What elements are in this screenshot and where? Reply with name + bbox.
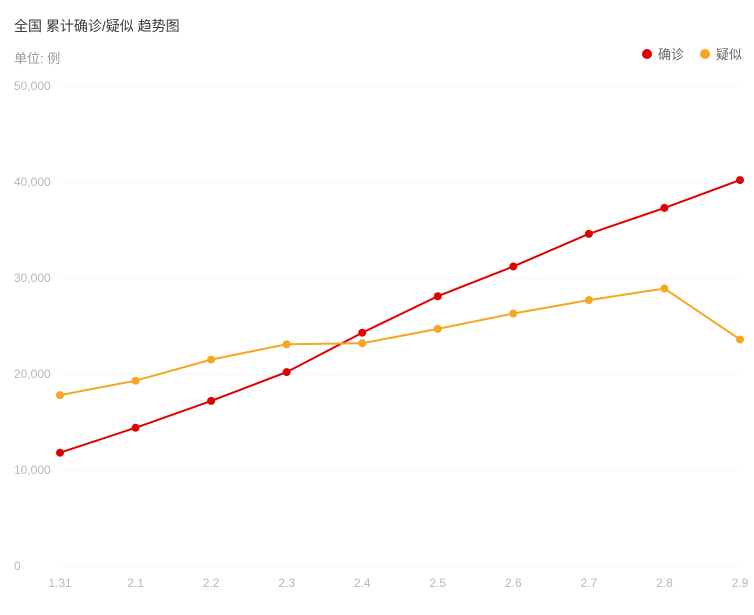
x-axis-label: 2.4 (354, 576, 371, 590)
x-axis-label: 2.7 (581, 576, 598, 590)
y-axis-label: 50,000 (14, 79, 51, 93)
legend-item-suspected[interactable]: 疑似 (700, 44, 742, 63)
y-axis-label: 20,000 (14, 367, 51, 381)
y-axis-label: 40,000 (14, 175, 51, 189)
legend-item-confirmed[interactable]: 确诊 (642, 44, 684, 63)
chart-title: 全国 累计确诊/疑似 趋势图 (14, 16, 180, 36)
chart-area: 0 10,000 20,000 30,000 40,000 50,000 1.31 2.1 2.… (0, 72, 754, 610)
legend-dot-suspected (700, 49, 710, 59)
x-axis-label: 2.2 (203, 576, 220, 590)
x-axis-label: 2.3 (278, 576, 295, 590)
legend-label-confirmed: 确诊 (658, 44, 684, 63)
chart-container: 全国 累计确诊/疑似 趋势图 单位: 例 确诊 疑似 0 10,000 20,000… (0, 0, 754, 610)
legend: 确诊 疑似 (642, 44, 742, 63)
x-axis-label: 2.5 (429, 576, 446, 590)
chart-subtitle: 单位: 例 (14, 48, 60, 67)
legend-dot-confirmed (642, 49, 652, 59)
legend-label-suspected: 疑似 (716, 44, 742, 63)
x-axis-label: 2.9 (732, 576, 749, 590)
chart-svg (0, 72, 754, 610)
y-axis-label: 10,000 (14, 463, 51, 477)
x-axis-label: 1.31 (48, 576, 71, 590)
y-axis-label: 0 (14, 559, 21, 573)
x-axis-label: 2.6 (505, 576, 522, 590)
y-axis-label: 30,000 (14, 271, 51, 285)
x-axis-label: 2.1 (127, 576, 144, 590)
x-axis-label: 2.8 (656, 576, 673, 590)
